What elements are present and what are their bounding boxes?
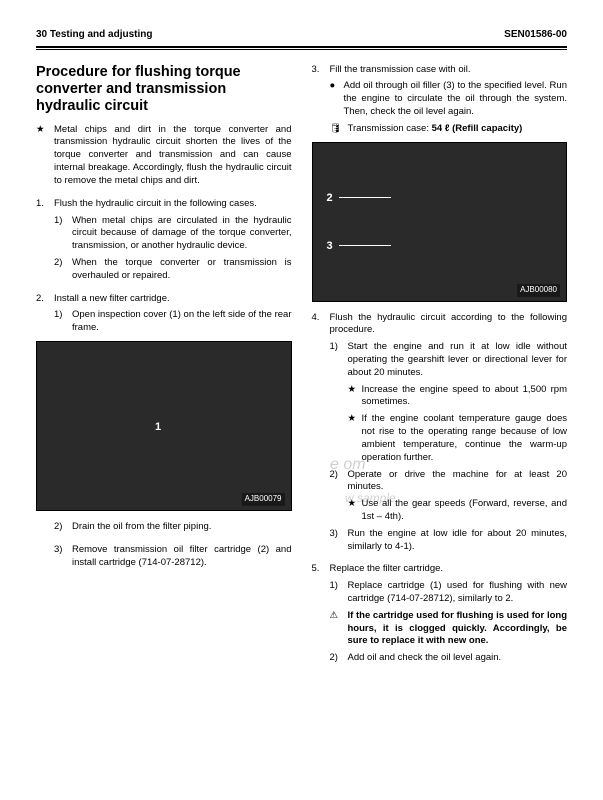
step-number: 5. — [312, 563, 330, 576]
substep-number: 2) — [54, 257, 72, 283]
step-text: Flush the hydraulic circuit according to… — [330, 312, 568, 338]
step-1-1: 1) When metal chips are circulated in th… — [54, 215, 292, 253]
step-4-1: 1) Start the engine and run it at low id… — [330, 341, 568, 379]
substep-number: 3) — [330, 528, 348, 554]
star-icon: ★ — [348, 498, 362, 524]
step-number: 1. — [36, 198, 54, 211]
substep-text: Remove transmission oil filter cartridge… — [72, 544, 292, 570]
callout-2: 2 — [327, 191, 333, 206]
step-5-warning: ⚠ If the cartridge used for flushing is … — [330, 610, 568, 648]
substep-text: When metal chips are circulated in the h… — [72, 215, 292, 253]
step-number: 3. — [312, 64, 330, 77]
step-1: 1. Flush the hydraulic circuit in the fo… — [36, 198, 292, 211]
step-4: 4. Flush the hydraulic circuit according… — [312, 312, 568, 338]
substep-text: When the torque converter or transmissio… — [72, 257, 292, 283]
substep-text: Add oil and check the oil level again. — [348, 652, 502, 665]
photo-left: 1 AJB00079 — [36, 341, 292, 511]
step-4-2: 2) Operate or drive the machine for at l… — [330, 469, 568, 495]
step-4-1-star2: ★ If the engine coolant temperature gaug… — [348, 413, 568, 464]
substep-number: 1) — [54, 215, 72, 253]
step-2: 2. Install a new filter cartridge. — [36, 293, 292, 306]
step-5: 5. Replace the filter cartridge. — [312, 563, 568, 576]
star-icon: ★ — [36, 124, 54, 188]
step-2-3: 3) Remove transmission oil filter cartri… — [54, 544, 292, 570]
substep-text: Run the engine at low idle for about 20 … — [348, 528, 568, 554]
oil-label: Transmission case: — [348, 123, 429, 134]
step-text: Fill the transmission case with oil. — [330, 64, 471, 77]
star-text: If the engine coolant temperature gauge … — [362, 413, 568, 464]
substep-text: Replace cartridge (1) used for flushing … — [348, 580, 568, 606]
callout-1: 1 — [155, 420, 161, 435]
oil-value: 54 ℓ (Refill capacity) — [432, 123, 523, 134]
step-3: 3. Fill the transmission case with oil. — [312, 64, 568, 77]
step-4-3: 3) Run the engine at low idle for about … — [330, 528, 568, 554]
step-text: Flush the hydraulic circuit in the follo… — [54, 198, 257, 211]
oil-text: Transmission case: 54 ℓ (Refill capacity… — [348, 123, 523, 136]
substep-number: 1) — [330, 341, 348, 379]
substep-number: 3) — [54, 544, 72, 570]
leader-line — [339, 197, 391, 198]
substep-number: 2) — [54, 521, 72, 534]
star-icon: ★ — [348, 384, 362, 410]
page-header: 30 Testing and adjusting SEN01586-00 — [36, 28, 567, 42]
photo-tag: AJB00079 — [242, 493, 285, 506]
substep-number: 1) — [54, 309, 72, 335]
step-text: Install a new filter cartridge. — [54, 293, 170, 306]
step-3-bullet: ● Add oil through oil filler (3) to the … — [330, 80, 568, 118]
substep-text: Drain the oil from the filter piping. — [72, 521, 211, 534]
photo-tag: AJB00080 — [517, 284, 560, 297]
substep-text: Operate or drive the machine for at leas… — [348, 469, 568, 495]
note-star: ★ Metal chips and dirt in the torque con… — [36, 124, 292, 188]
header-right: SEN01586-00 — [504, 28, 567, 42]
left-column: Procedure for flushing torque converter … — [36, 64, 292, 670]
bullet-icon: ● — [330, 80, 344, 118]
note-text: Metal chips and dirt in the torque conve… — [54, 124, 292, 188]
substep-number: 2) — [330, 652, 348, 665]
photo-right: 2 3 AJB00080 — [312, 142, 568, 302]
substep-number: 2) — [330, 469, 348, 495]
callout-3: 3 — [327, 239, 333, 254]
warning-icon: ⚠ — [330, 610, 348, 648]
step-4-2-star1: ★ Use all the gear speeds (Forward, reve… — [348, 498, 568, 524]
step-5-1: 1) Replace cartridge (1) used for flushi… — [330, 580, 568, 606]
header-rule — [36, 46, 567, 50]
step-number: 4. — [312, 312, 330, 338]
oil-icon: 🛢 — [330, 123, 348, 136]
warning-text: If the cartridge used for flushing is us… — [348, 610, 568, 648]
star-icon: ★ — [348, 413, 362, 464]
star-text: Increase the engine speed to about 1,500… — [362, 384, 568, 410]
leader-line — [339, 245, 391, 246]
step-4-1-star1: ★ Increase the engine speed to about 1,5… — [348, 384, 568, 410]
step-2-1: 1) Open inspection cover (1) on the left… — [54, 309, 292, 335]
star-text: Use all the gear speeds (Forward, revers… — [362, 498, 568, 524]
step-1-2: 2) When the torque converter or transmis… — [54, 257, 292, 283]
substep-text: Start the engine and run it at low idle … — [348, 341, 568, 379]
bullet-text: Add oil through oil filler (3) to the sp… — [344, 80, 568, 118]
right-column: 3. Fill the transmission case with oil. … — [312, 64, 568, 670]
section-title: Procedure for flushing torque converter … — [36, 64, 292, 116]
content-columns: Procedure for flushing torque converter … — [36, 64, 567, 670]
substep-number: 1) — [330, 580, 348, 606]
oil-spec: 🛢 Transmission case: 54 ℓ (Refill capaci… — [330, 123, 568, 136]
step-5-2: 2) Add oil and check the oil level again… — [330, 652, 568, 665]
header-left: 30 Testing and adjusting — [36, 28, 153, 42]
step-2-2: 2) Drain the oil from the filter piping. — [54, 521, 292, 534]
step-text: Replace the filter cartridge. — [330, 563, 444, 576]
step-number: 2. — [36, 293, 54, 306]
substep-text: Open inspection cover (1) on the left si… — [72, 309, 292, 335]
